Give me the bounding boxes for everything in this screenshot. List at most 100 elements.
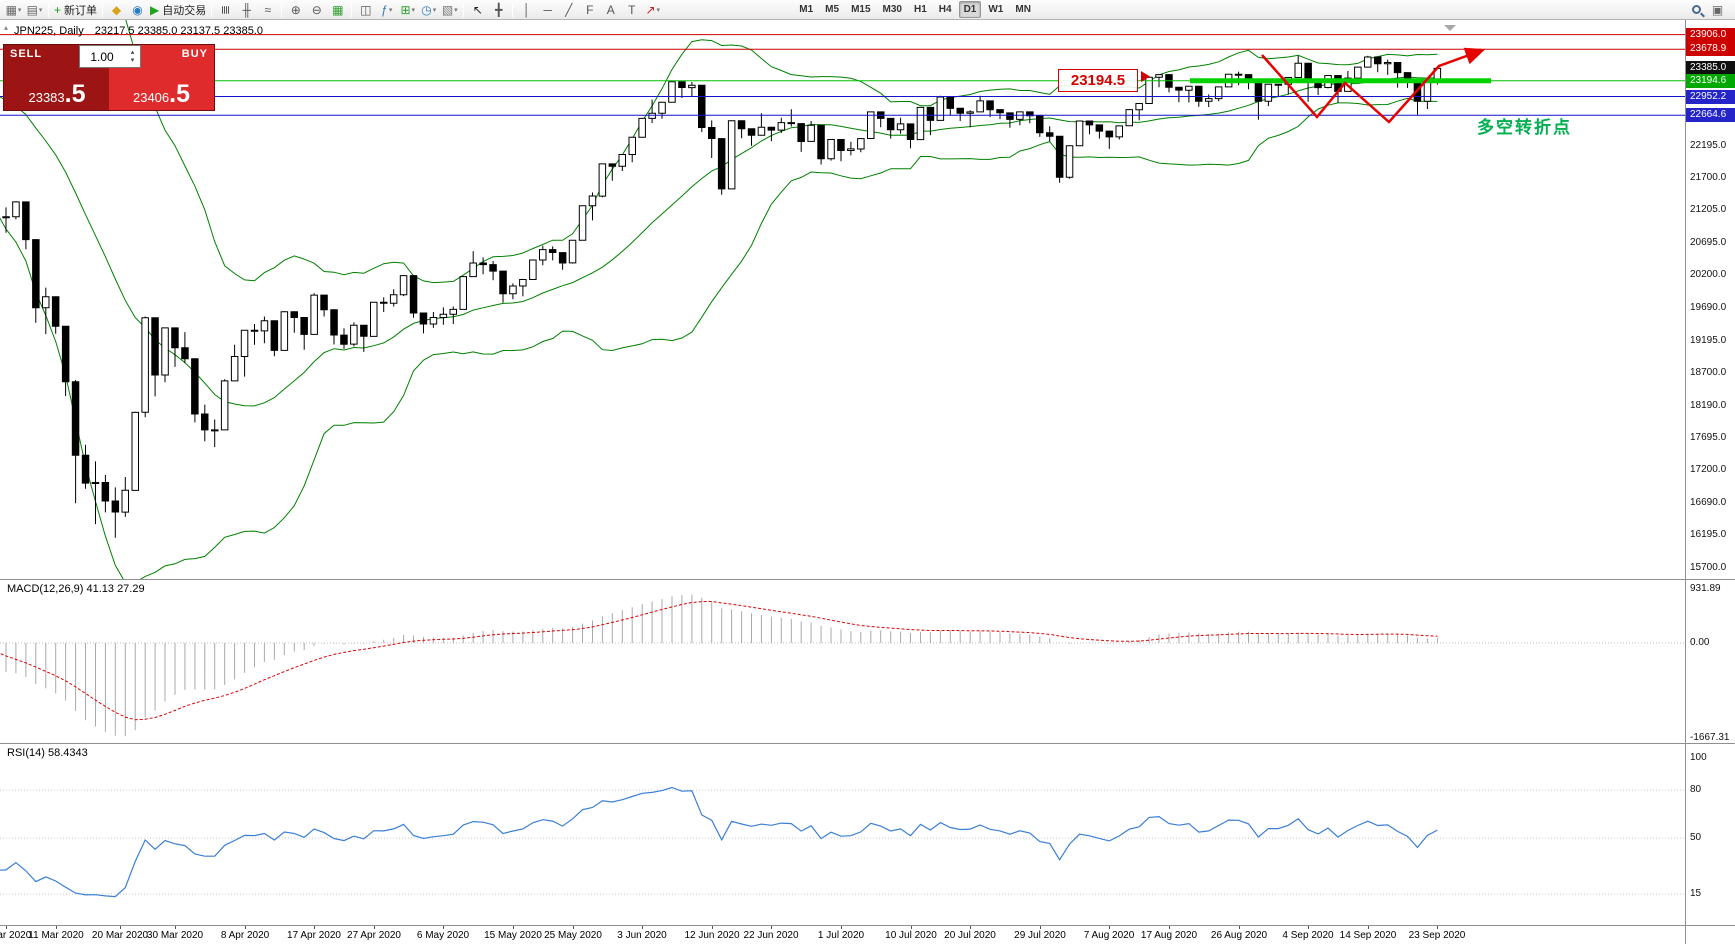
zoom-in-button[interactable]: ⊕ — [285, 1, 306, 19]
new-chart-button[interactable]: ▦ ▾ — [3, 1, 24, 19]
line-chart-icon: ≈ — [264, 2, 272, 17]
price-scale-label: 20695.0 — [1690, 237, 1727, 248]
timeframe-m1-button[interactable]: M1 — [799, 4, 814, 15]
timeframe-m5-button[interactable]: M5 — [825, 4, 840, 15]
metaeditor-button[interactable]: ◆ — [106, 1, 127, 19]
bar-chart-icon: ≣ — [218, 4, 233, 15]
add-indicator-button[interactable]: ⊞ ▾ — [397, 1, 418, 19]
panel-separator[interactable] — [0, 579, 1735, 580]
price-scale-label: 15700.0 — [1690, 562, 1727, 573]
pivot-annotation-text[interactable]: 多空转折点 — [1477, 118, 1572, 137]
rsi-scale-label: 15 — [1690, 888, 1702, 899]
price-scale-box: 23678.9 — [1686, 42, 1735, 56]
timeframe-m30-button[interactable]: M30 — [882, 4, 902, 15]
fibonacci-button[interactable]: F — [579, 1, 600, 19]
candlestick-chart-icon: ╫ — [242, 2, 251, 17]
buy-price-frac: .5 — [169, 80, 190, 108]
rsi-label: RSI(14) 58.4343 — [7, 747, 88, 759]
volume-down-button[interactable]: ▾ — [130, 56, 135, 64]
timeframe-mn-button[interactable]: MN — [1015, 4, 1031, 15]
label-button[interactable]: T — [621, 1, 642, 19]
timeframe-h4-button[interactable]: H4 — [938, 4, 952, 15]
algo-trading-button-label: 自动交易 — [162, 4, 207, 17]
horizontal-line-button[interactable]: ─ — [537, 1, 558, 19]
crosshair-button[interactable]: ╋ — [488, 1, 509, 19]
macd-scale-label: -1667.31 — [1690, 732, 1730, 743]
search-button[interactable] — [1686, 1, 1707, 19]
arrow-objects-button[interactable]: ↗ ▾ — [642, 1, 663, 19]
time-axis-tick — [120, 926, 121, 929]
label-icon: T — [628, 2, 636, 17]
chart-template-button[interactable]: ▧ ▾ — [439, 1, 460, 19]
time-axis-label: 14 Sep 2020 — [1339, 930, 1397, 941]
price-level-tag[interactable]: 23194.5 — [1058, 69, 1138, 92]
market-watch-button[interactable]: ◉ — [127, 1, 148, 19]
time-axis-tick — [911, 926, 912, 929]
profiles-button[interactable]: ▤ ▾ — [24, 1, 45, 19]
auto-arrange-button[interactable]: ◫ — [355, 1, 376, 19]
tile-windows-button[interactable]: ▦ — [327, 1, 348, 19]
buy-label: BUY — [181, 48, 208, 60]
zoom-out-button[interactable]: ⊖ — [306, 1, 327, 19]
price-scale-label: 18190.0 — [1690, 400, 1727, 411]
period-selector-button[interactable]: ◷ ▾ — [418, 1, 439, 19]
timeframe-d1-button[interactable]: D1 — [958, 1, 982, 18]
vertical-line-button[interactable]: │ — [516, 1, 537, 19]
time-axis-tick — [314, 926, 315, 929]
toolbar-right: ▣ — [1686, 1, 1728, 19]
bar-chart-button[interactable]: ≣ — [215, 1, 236, 19]
timeframe-w1-button[interactable]: W1 — [988, 4, 1004, 15]
time-axis-tick — [6, 926, 7, 929]
dropdown-arrow-icon: ▾ — [38, 6, 43, 14]
sell-price-main: 23383 — [28, 90, 65, 105]
new-order-button[interactable]: + 新订单 — [52, 1, 99, 19]
zoom-in-icon: ⊕ — [290, 2, 301, 17]
time-axis-tick — [1368, 926, 1369, 929]
macd-scale-label: 931.89 — [1690, 583, 1721, 594]
macd-name: MACD(12,26,9) — [7, 583, 84, 595]
cursor-button[interactable]: ↖ — [467, 1, 488, 19]
indicators-button[interactable]: ƒ ▾ — [376, 1, 397, 19]
timeframe-m15-button[interactable]: M15 — [851, 4, 871, 15]
time-axis-tick — [513, 926, 514, 929]
time-axis-tick — [1437, 926, 1438, 929]
price-scale-box: 22664.6 — [1686, 108, 1735, 122]
rsi-scale-label: 80 — [1690, 784, 1702, 795]
price-chart[interactable] — [0, 20, 1685, 579]
time-axis-label: 29 Jul 2020 — [1014, 930, 1066, 941]
price-scale-box: 23385.0 — [1686, 61, 1735, 75]
timeframe-h1-button[interactable]: H1 — [913, 4, 927, 15]
panel-separator[interactable] — [0, 743, 1735, 744]
price-scale[interactable]: 22195.0 21700.0 21205.0 20695.0 20200.0 19690… — [1685, 20, 1735, 944]
chart-shift-marker-icon[interactable] — [1444, 25, 1456, 31]
horizontal-line-icon: ─ — [543, 2, 552, 17]
layout-button[interactable]: ▣ — [1707, 1, 1728, 19]
line-chart-button[interactable]: ≈ — [257, 1, 278, 19]
candle-wicks — [5, 55, 1438, 538]
one-click-panel-toggle-icon[interactable]: ▴ — [4, 23, 9, 32]
macd-panel[interactable] — [0, 580, 1685, 743]
volume-input[interactable] — [80, 46, 124, 67]
zigzag-annotation[interactable] — [1261, 47, 1486, 124]
candlestick-chart-button[interactable]: ╫ — [236, 1, 257, 19]
text-button[interactable]: A — [600, 1, 621, 19]
time-axis-tick — [1040, 926, 1041, 929]
trendline-button[interactable]: ╱ — [558, 1, 579, 19]
dropdown-arrow-icon: ▾ — [17, 6, 22, 14]
rsi-scale-label: 100 — [1690, 752, 1707, 763]
rsi-value: 58.4343 — [47, 747, 88, 759]
time-axis-label: 4 Mar 2020 — [0, 930, 32, 941]
bollinger-middle-band — [0, 76, 1438, 407]
time-axis-label: 23 Sep 2020 — [1408, 930, 1466, 941]
bollinger-lower-band — [0, 97, 1438, 579]
rsi-panel[interactable] — [0, 744, 1685, 925]
time-axis-label: 20 Jul 2020 — [944, 930, 996, 941]
chart-template-icon: ▧ — [441, 2, 454, 17]
auto-arrange-icon: ◫ — [360, 2, 372, 17]
one-click-trading-panel: SELL 23383.5 ▴ ▾ BUY 23406.5 — [3, 44, 215, 111]
algo-trading-button[interactable]: ▶ 自动交易 — [148, 1, 208, 19]
time-axis-label: 27 Apr 2020 — [347, 930, 401, 941]
volume-up-button[interactable]: ▴ — [130, 48, 135, 56]
dropdown-arrow-icon: ▾ — [454, 6, 458, 14]
